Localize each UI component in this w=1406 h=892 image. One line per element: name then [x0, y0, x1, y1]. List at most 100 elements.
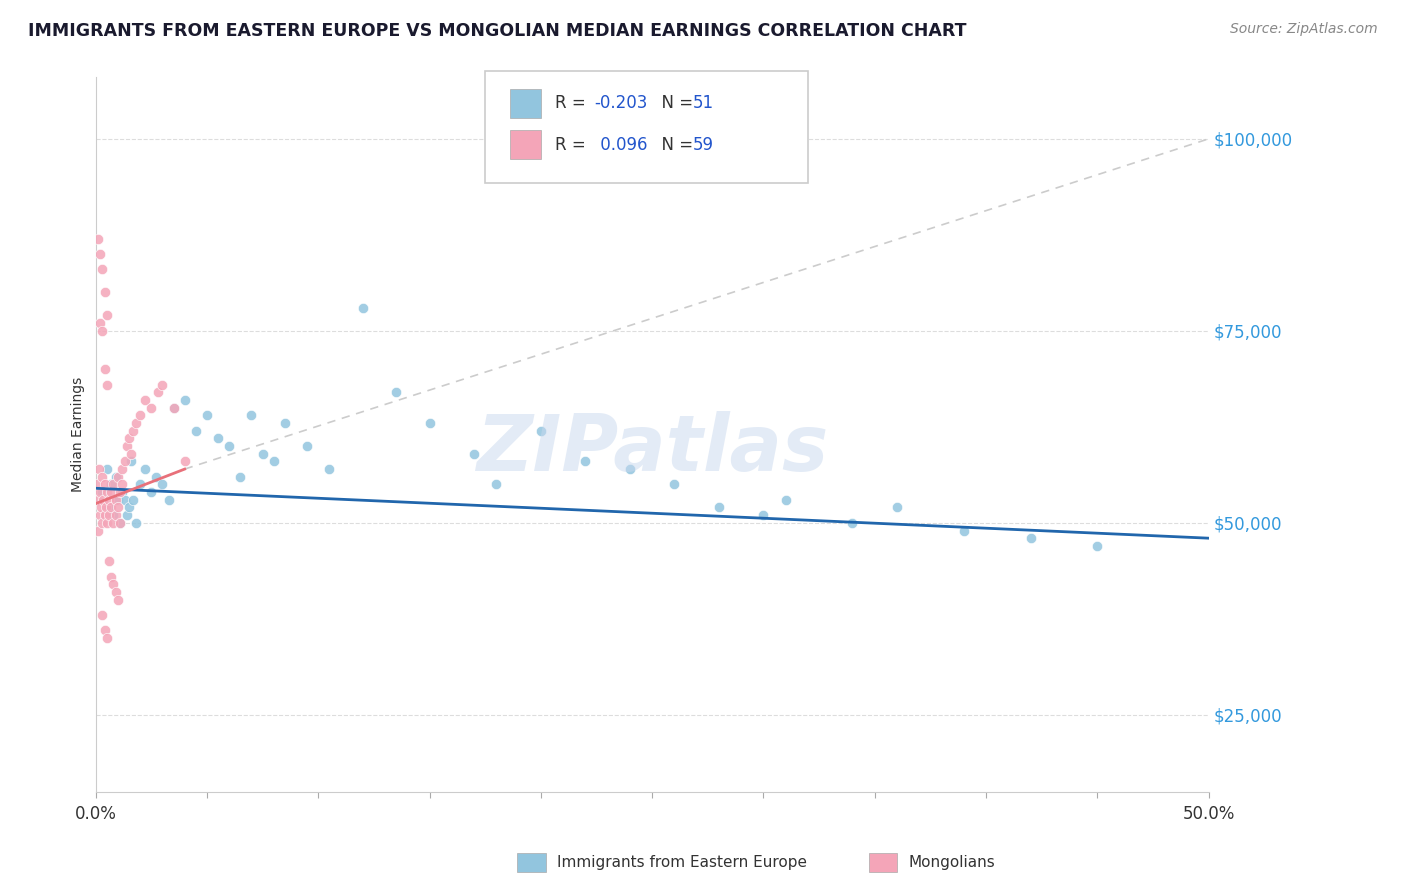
Point — [129, 409, 152, 423]
Point — [108, 485, 131, 500]
Point — [96, 485, 118, 500]
Point — [103, 516, 125, 530]
Point — [122, 492, 145, 507]
Point — [103, 508, 125, 523]
Point — [93, 477, 115, 491]
Point — [218, 439, 240, 453]
Text: Source: ZipAtlas.com: Source: ZipAtlas.com — [1230, 22, 1378, 37]
Point — [93, 624, 115, 638]
Point — [104, 492, 127, 507]
Point — [94, 500, 117, 515]
Text: IMMIGRANTS FROM EASTERN EUROPE VS MONGOLIAN MEDIAN EARNINGS CORRELATION CHART: IMMIGRANTS FROM EASTERN EUROPE VS MONGOL… — [28, 22, 966, 40]
Point — [152, 377, 174, 392]
Point — [108, 516, 131, 530]
Point — [952, 524, 974, 538]
Point — [87, 462, 110, 476]
Point — [125, 516, 148, 530]
Point — [157, 492, 180, 507]
Point — [707, 500, 730, 515]
Point — [104, 469, 127, 483]
Text: Immigrants from Eastern Europe: Immigrants from Eastern Europe — [557, 855, 807, 870]
Point — [118, 431, 141, 445]
Text: 0.096: 0.096 — [595, 136, 647, 153]
Point — [100, 485, 122, 500]
Point — [619, 462, 641, 476]
Point — [118, 500, 141, 515]
Point — [103, 477, 125, 491]
Point — [111, 462, 134, 476]
Text: N =: N = — [651, 95, 699, 112]
Point — [134, 462, 156, 476]
Point — [530, 424, 553, 438]
Point — [162, 401, 184, 415]
Point — [91, 485, 114, 500]
Point — [125, 416, 148, 430]
Point — [96, 462, 118, 476]
Point — [91, 607, 114, 622]
Point — [98, 508, 121, 523]
Point — [841, 516, 863, 530]
Text: R =: R = — [555, 95, 592, 112]
Y-axis label: Median Earnings: Median Earnings — [72, 377, 86, 492]
Point — [91, 516, 114, 530]
Point — [91, 324, 114, 338]
Point — [100, 477, 122, 491]
Point — [89, 316, 111, 330]
Point — [108, 516, 131, 530]
Point — [89, 508, 111, 523]
Point — [184, 424, 207, 438]
Point — [352, 301, 374, 315]
Point — [98, 492, 121, 507]
Point — [419, 416, 441, 430]
Point — [120, 447, 142, 461]
Point — [1085, 539, 1108, 553]
Point — [104, 585, 127, 599]
Point — [263, 454, 285, 468]
Text: -0.203: -0.203 — [595, 95, 648, 112]
Point — [86, 477, 108, 491]
Point — [574, 454, 596, 468]
Point — [145, 469, 167, 483]
Point — [91, 469, 114, 483]
Point — [141, 485, 163, 500]
Point — [115, 508, 138, 523]
Point — [886, 500, 908, 515]
Point — [100, 569, 122, 583]
Point — [173, 454, 195, 468]
Point — [485, 477, 508, 491]
Point — [90, 500, 112, 515]
Text: R =: R = — [555, 136, 592, 153]
Point — [115, 439, 138, 453]
Point — [96, 631, 118, 645]
Point — [93, 362, 115, 376]
Point — [87, 492, 110, 507]
Point — [114, 454, 136, 468]
Text: 51: 51 — [693, 95, 714, 112]
Point — [107, 469, 129, 483]
Point — [111, 485, 134, 500]
Text: Mongolians: Mongolians — [908, 855, 995, 870]
Point — [162, 401, 184, 415]
Point — [107, 592, 129, 607]
Point — [195, 409, 218, 423]
Point — [87, 524, 110, 538]
Point — [207, 431, 229, 445]
Point — [89, 485, 111, 500]
Point — [89, 247, 111, 261]
Point — [240, 409, 263, 423]
Point — [103, 577, 125, 591]
Point — [1019, 531, 1042, 545]
Text: 59: 59 — [693, 136, 714, 153]
Point — [664, 477, 686, 491]
Point — [93, 508, 115, 523]
Text: ZIPatlas: ZIPatlas — [477, 411, 828, 487]
Point — [173, 392, 195, 407]
Point — [93, 492, 115, 507]
Point — [111, 477, 134, 491]
Point — [87, 232, 110, 246]
Point — [96, 377, 118, 392]
Point — [252, 447, 274, 461]
Point — [120, 454, 142, 468]
Point — [96, 516, 118, 530]
Point — [146, 385, 169, 400]
